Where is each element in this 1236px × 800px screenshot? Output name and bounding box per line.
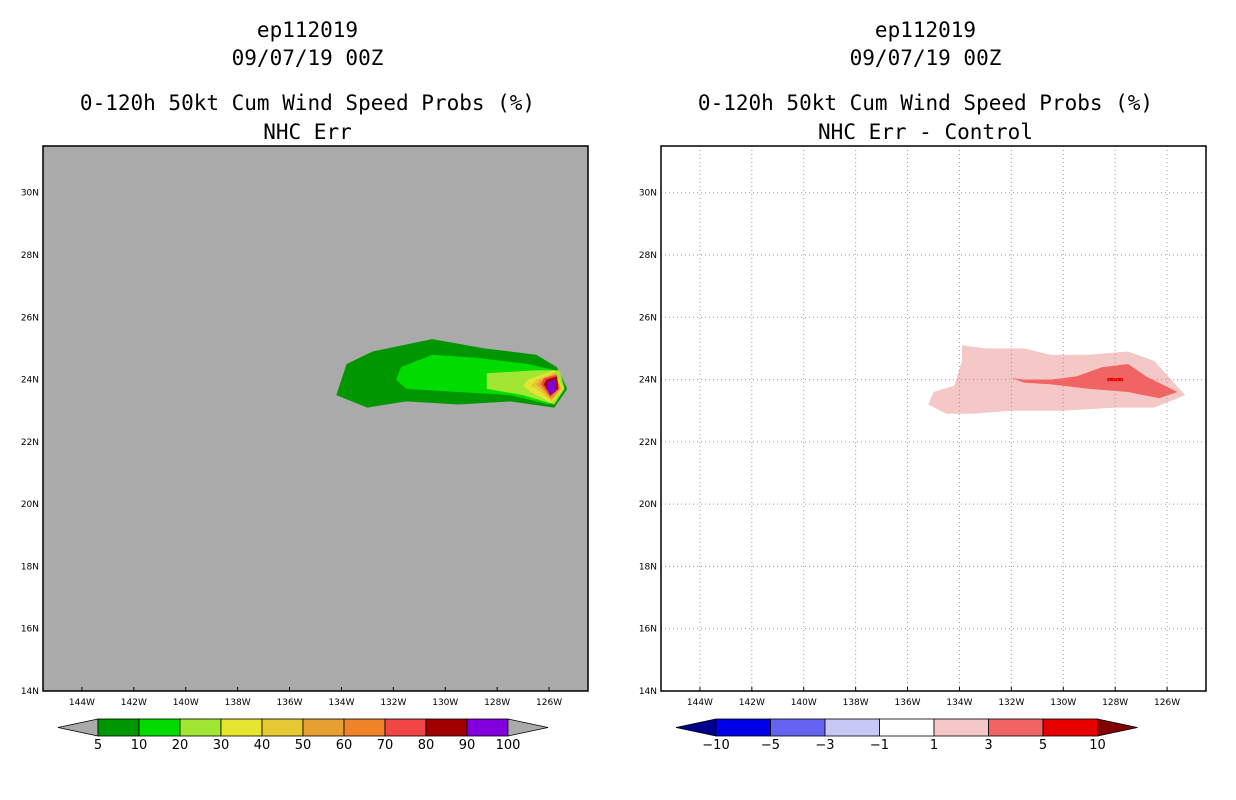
left-title-storm-id: ep112019 [256, 18, 359, 42]
left-colorbar-label: 100 [496, 738, 521, 753]
left-y-tick-label: 22N [21, 438, 39, 448]
right-chart-panel: 144W 142W 140W 138W 136W 134W 132W 130W 128W 126W… [639, 145, 1207, 753]
right-colorbar-high-arrow [1097, 718, 1138, 737]
right-x-tick-label: 132W [998, 698, 1024, 708]
left-x-tick-label: 134W [328, 698, 354, 708]
left-colorbar-label: 60 [336, 738, 353, 753]
right-x-tick-label: 128W [1102, 698, 1128, 708]
left-colorbar-label: 90 [459, 738, 476, 753]
right-colorbar-label: −10 [702, 738, 729, 753]
left-x-tick-label: 140W [173, 698, 199, 708]
right-colorbar-swatch [933, 718, 989, 737]
right-x-tick-label: 130W [1050, 698, 1076, 708]
left-x-tick-label: 142W [121, 698, 147, 708]
right-title-storm-id: ep112019 [874, 18, 977, 42]
left-y-tick-label: 18N [21, 562, 39, 572]
left-x-tick-label: 132W [380, 698, 406, 708]
left-colorbar-swatch [302, 718, 345, 737]
right-contour-5 [1107, 378, 1123, 382]
left-y-tick-label: 20N [21, 500, 39, 510]
right-y-tick-label: 26N [639, 313, 657, 323]
left-contour-90 [546, 379, 556, 394]
left-x-tick-label: 138W [225, 698, 251, 708]
right-colorbar-low-arrow [675, 718, 717, 737]
right-colorbar-label: 10 [1089, 738, 1106, 753]
right-colorbar-swatch [1042, 718, 1098, 737]
right-title-product: 0-120h 50kt Cum Wind Speed Probs (%) [697, 91, 1154, 115]
left-colorbar-high-arrow [507, 718, 549, 737]
right-x-tick-label: 126W [1154, 698, 1180, 708]
right-colorbar-label: −1 [870, 738, 889, 753]
left-colorbar: 5 10 20 30 40 50 60 70 80 90 100 [57, 718, 549, 753]
right-colorbar: −10 −5 −3 −1 1 3 5 10 [675, 718, 1138, 753]
left-x-tick-label: 136W [277, 698, 303, 708]
right-colorbar-label: −3 [815, 738, 834, 753]
left-colorbar-swatch [179, 718, 222, 737]
right-y-tick-label: 24N [639, 376, 657, 386]
left-colorbar-swatch [466, 718, 509, 737]
left-colorbar-label: 10 [131, 738, 148, 753]
right-y-tick-label: 16N [639, 625, 657, 635]
right-title-subtitle: NHC Err - Control [818, 120, 1033, 144]
left-colorbar-swatch [220, 718, 263, 737]
left-y-tick-label: 28N [21, 251, 39, 261]
left-colorbar-label: 40 [254, 738, 271, 753]
left-x-tick-label: 144W [69, 698, 95, 708]
left-colorbar-label: 30 [213, 738, 230, 753]
right-plot-frame [660, 145, 1207, 692]
left-x-tick-label: 128W [484, 698, 510, 708]
left-y-tick-label: 26N [21, 313, 39, 323]
right-x-tick-label: 144W [687, 698, 713, 708]
left-colorbar-swatch [343, 718, 386, 737]
right-y-tick-label: 22N [639, 438, 657, 448]
left-title-product: 0-120h 50kt Cum Wind Speed Probs (%) [79, 91, 536, 115]
right-y-tick-label: 30N [639, 189, 657, 199]
right-colorbar-label: 1 [930, 738, 938, 753]
left-plot-background [43, 146, 588, 691]
left-colorbar-low-arrow [57, 718, 99, 737]
right-colorbar-label: −5 [761, 738, 780, 753]
left-chart-panel: 144W 142W 140W 138W 136W 134W 132W 130W 128W 126W… [21, 145, 589, 753]
left-colorbar-swatch [384, 718, 427, 737]
left-colorbar-label: 70 [377, 738, 394, 753]
right-y-tick-label: 28N [639, 251, 657, 261]
left-title-subtitle: NHC Err [263, 120, 352, 144]
right-colorbar-swatch [770, 718, 826, 737]
left-colorbar-swatch [97, 718, 140, 737]
right-colorbar-label: 3 [984, 738, 992, 753]
left-plot-frame [42, 145, 589, 692]
left-colorbar-swatch [138, 718, 181, 737]
right-y-tick-label: 18N [639, 562, 657, 572]
left-colorbar-swatch [425, 718, 468, 737]
left-colorbar-label: 20 [172, 738, 189, 753]
left-colorbar-swatch [261, 718, 304, 737]
right-x-tick-label: 142W [739, 698, 765, 708]
right-colorbar-label: 5 [1039, 738, 1047, 753]
left-y-tick-label: 16N [21, 625, 39, 635]
right-y-tick-label: 14N [639, 687, 657, 697]
right-plot-background [661, 146, 1206, 691]
right-x-tick-label: 136W [895, 698, 921, 708]
left-title-datetime: 09/07/19 00Z [231, 46, 384, 70]
right-colorbar-swatch [879, 718, 935, 737]
left-x-tick-label: 126W [536, 698, 562, 708]
left-colorbar-label: 5 [94, 738, 102, 753]
left-y-tick-label: 14N [21, 687, 39, 697]
right-y-tick-label: 20N [639, 500, 657, 510]
left-colorbar-label: 80 [418, 738, 435, 753]
left-x-tick-label: 130W [432, 698, 458, 708]
right-colorbar-swatch [988, 718, 1044, 737]
left-y-tick-label: 30N [21, 189, 39, 199]
right-colorbar-swatch [715, 718, 771, 737]
right-x-tick-label: 138W [843, 698, 869, 708]
right-title-datetime: 09/07/19 00Z [849, 46, 1002, 70]
right-x-tick-label: 140W [791, 698, 817, 708]
right-x-tick-label: 134W [946, 698, 972, 708]
left-y-tick-label: 24N [21, 376, 39, 386]
right-contour-3 [1011, 364, 1178, 399]
left-colorbar-label: 50 [295, 738, 312, 753]
right-colorbar-swatch [824, 718, 880, 737]
